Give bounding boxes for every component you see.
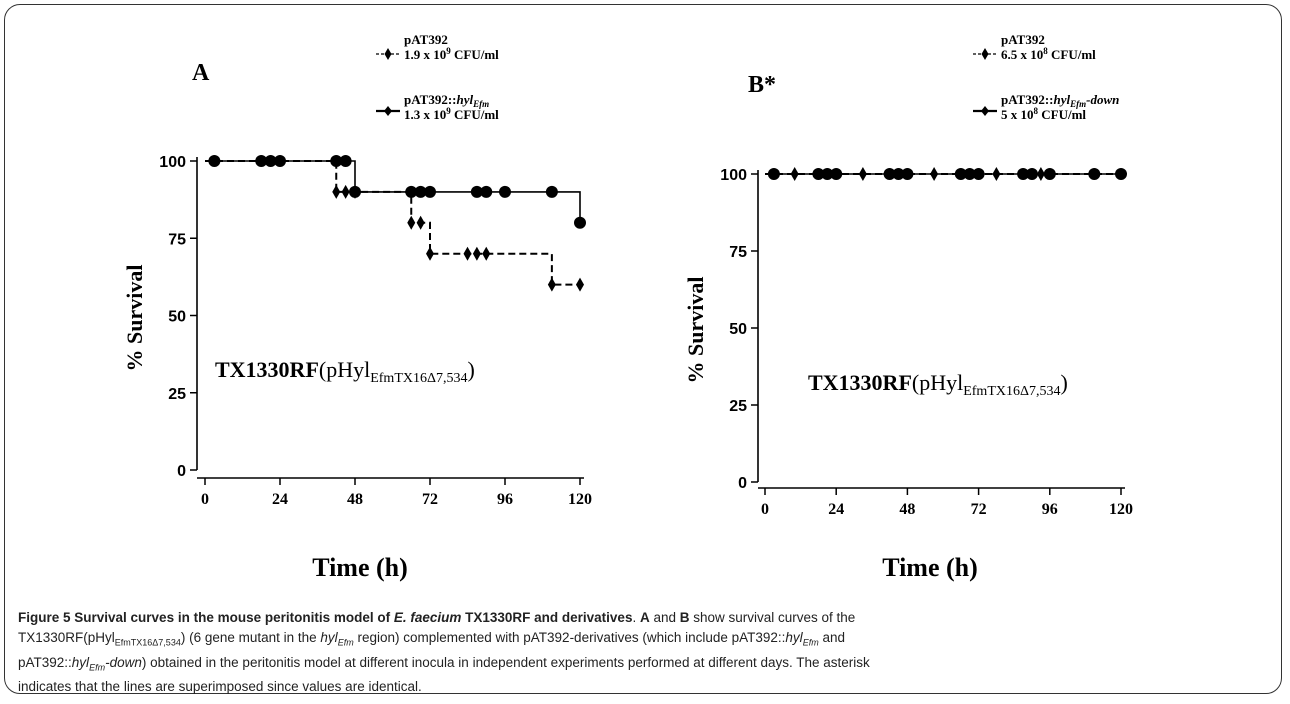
strain-label: TX1330RF(pHylEfmTX16Δ7,534): [808, 370, 1068, 399]
legend-inoculum: 1.3 x 109 CFU/ml: [404, 106, 499, 122]
data-point-circle: [274, 155, 286, 167]
caption-line-4: indicates that the lines are superimpose…: [18, 679, 422, 695]
caption-title: Figure 5 Survival curves in the mouse pe…: [18, 610, 633, 625]
legend-diamond-marker: [981, 48, 989, 60]
x-tick-label: 120: [1109, 501, 1133, 518]
data-point-circle: [1017, 168, 1030, 180]
data-point-circle: [255, 155, 268, 167]
data-point-circle: [545, 185, 558, 198]
x-axis-label: Time (h): [882, 553, 978, 582]
caption-line-1: Figure 5 Survival curves in the mouse pe…: [18, 610, 856, 625]
x-tick-label: 96: [497, 491, 513, 508]
data-point-circle: [574, 216, 586, 229]
y-tick-label: 50: [168, 309, 186, 326]
series-line-pat392: [205, 160, 580, 286]
y-tick-label: 25: [729, 398, 747, 415]
legend-marker: [981, 106, 989, 116]
data-point-circle: [405, 185, 418, 198]
x-tick-label: 72: [422, 491, 438, 508]
y-tick-label: 50: [729, 321, 747, 338]
x-tick-label: 24: [828, 501, 844, 518]
y-tick-label: 75: [729, 244, 747, 261]
legend-marker: [384, 106, 392, 116]
x-tick-label: 72: [971, 501, 987, 518]
data-point-circle: [414, 185, 427, 198]
chart-panel-a: 0 25 50 75 100 0 24 48 72 96 120 Time (h) % Survival…: [122, 32, 592, 582]
data-point-diamond: [407, 215, 416, 230]
panel-label: B*: [748, 72, 776, 98]
data-point-circle: [1026, 168, 1038, 180]
y-tick-label: 75: [168, 231, 186, 248]
data-point-circle: [812, 168, 825, 180]
x-axis-label: Time (h): [312, 553, 408, 582]
strain-label: TX1330RF(pHylEfmTX16Δ7,534): [215, 357, 475, 386]
data-point-diamond: [576, 277, 584, 292]
legend-inoculum: 5 x 108 CFU/ml: [1001, 106, 1086, 122]
legend-name: pAT392: [1001, 32, 1045, 47]
figure-charts: 0 25 50 75 100 0 24 48 72 96 120 Time (h) % Survival…: [122, 32, 1133, 582]
data-point-circle: [830, 168, 843, 180]
series-line-pat392-hyl: [205, 160, 581, 223]
legend-name: pAT392: [404, 32, 448, 47]
x-tick-label: 24: [272, 491, 288, 508]
data-point-diamond: [416, 215, 425, 230]
x-tick-label: 0: [761, 501, 769, 518]
data-point-circle: [1088, 168, 1101, 180]
data-point-diamond: [341, 184, 350, 199]
data-point-circle: [954, 168, 967, 180]
data-point-circle: [892, 168, 905, 180]
data-point-diamond: [472, 246, 481, 261]
x-tick-label: 96: [1042, 501, 1058, 518]
data-point-circle: [264, 155, 277, 167]
data-point-circle: [972, 168, 985, 180]
legend-diamond-marker: [384, 48, 392, 60]
data-point-circle: [821, 168, 834, 180]
data-point-circle: [424, 185, 436, 198]
data-point-circle: [1115, 168, 1127, 180]
data-point-circle: [349, 185, 361, 198]
data-point-circle: [208, 155, 221, 167]
data-point-diamond: [547, 277, 556, 292]
x-tick-label: 120: [568, 491, 592, 508]
y-axis-label: % Survival: [683, 277, 708, 384]
data-point-circle: [330, 155, 343, 167]
y-axis-label: % Survival: [122, 265, 147, 372]
caption-line-3: pAT392::hylEfm-down) obtained in the per…: [18, 654, 870, 673]
y-tick-label: 25: [168, 386, 186, 403]
y-tick-label: 0: [738, 475, 747, 492]
caption-line-2: TX1330RF(pHylEfmTX16Δ7,534) (6 gene muta…: [18, 630, 845, 648]
y-tick-label: 0: [177, 463, 186, 480]
legend-inoculum: 6.5 x 108 CFU/ml: [1001, 46, 1096, 62]
x-tick-label: 48: [347, 491, 363, 508]
data-point-circle: [767, 168, 780, 180]
data-point-circle: [499, 185, 511, 198]
legend-name: pAT392::hylEfm-down: [1001, 92, 1119, 109]
data-point-circle: [480, 185, 493, 198]
panel-label: A: [192, 60, 210, 86]
legend-inoculum: 1.9 x 109 CFU/ml: [404, 46, 499, 62]
data-point-circle: [883, 168, 896, 180]
data-point-diamond: [482, 246, 491, 261]
y-tick-label: 100: [720, 167, 747, 184]
data-point-circle: [470, 185, 483, 198]
figure-frame: [4, 4, 1282, 694]
data-point-circle: [901, 168, 914, 180]
y-tick-label: 100: [159, 154, 186, 171]
legend-name: pAT392::hylEfm: [404, 92, 489, 109]
chart-panel-b: 0 25 50 75 100 0 24 48 72 96 120 Time (h) % Survival…: [683, 32, 1133, 582]
x-tick-label: 48: [899, 501, 915, 518]
data-point-diamond: [426, 246, 434, 261]
data-point-circle: [963, 168, 976, 180]
data-point-circle: [339, 155, 352, 167]
figure-caption: Figure 5 Survival curves in the mouse pe…: [18, 608, 1268, 697]
data-point-circle: [1043, 168, 1056, 180]
data-point-diamond: [463, 246, 472, 261]
x-tick-label: 0: [201, 491, 209, 508]
data-point-diamond: [332, 184, 341, 199]
